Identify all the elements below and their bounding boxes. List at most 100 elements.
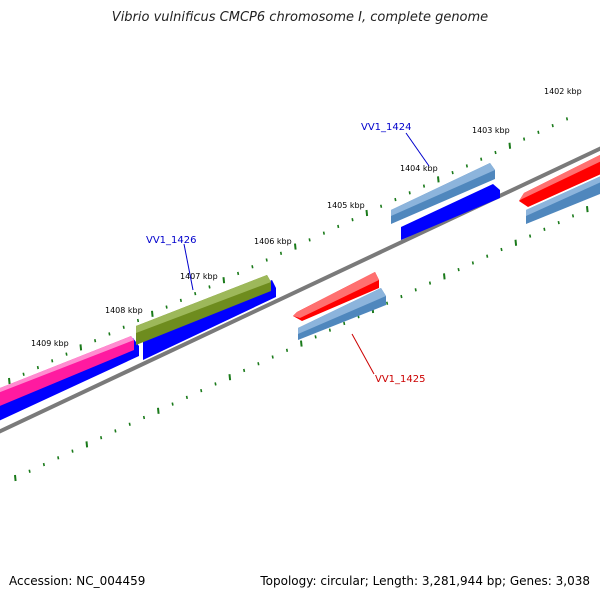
tick-mark: [565, 117, 569, 121]
tick-mark: [94, 339, 97, 343]
tick-mark: [108, 332, 111, 336]
tick-label: 1403 kbp: [472, 126, 510, 135]
tick-mark: [337, 224, 340, 229]
gene-label-vv1-1425[interactable]: VV1_1425: [375, 374, 426, 385]
gene-vv1-1426[interactable]: [136, 275, 271, 345]
tick-mark: [308, 238, 311, 242]
tick-mark: [228, 374, 232, 381]
tick-mark: [351, 218, 354, 222]
gene-red-center[interactable]: [293, 272, 379, 321]
tick-mark: [408, 191, 411, 195]
tick-mark: [529, 234, 532, 238]
callout-line-vv1-1424: [405, 132, 430, 167]
tick-mark: [251, 265, 254, 269]
tick-mark: [543, 227, 546, 231]
tick-mark: [294, 243, 297, 250]
tick-mark: [165, 305, 168, 309]
tick-mark: [314, 335, 317, 339]
gene-pink[interactable]: [0, 336, 134, 410]
tick-label: 1409 kbp: [31, 339, 69, 348]
tick-label: 1408 kbp: [105, 306, 143, 315]
tick-mark: [500, 247, 503, 252]
tick-mark: [508, 142, 512, 149]
accession-text: Accession: NC_004459: [9, 574, 146, 588]
tick-mark: [79, 344, 83, 351]
tick-label: 1406 kbp: [254, 237, 292, 246]
tick-mark: [328, 328, 331, 332]
tick-mark: [14, 474, 17, 482]
tick-mark: [57, 456, 60, 460]
tick-label: 1407 kbp: [180, 272, 218, 281]
callout-line-vv1-1426: [183, 243, 194, 291]
inner-tick-row: [14, 206, 589, 482]
tick-mark: [194, 291, 197, 296]
tick-mark: [22, 372, 25, 376]
tick-mark: [285, 348, 289, 352]
gene-vv1-1424[interactable]: [391, 163, 495, 224]
tick-mark: [300, 340, 303, 347]
gene-row-forward-blue: [0, 184, 500, 421]
tick-mark: [142, 415, 146, 420]
tick-mark: [386, 301, 389, 305]
gene-steel-right[interactable]: [526, 172, 600, 224]
tick-mark: [471, 261, 474, 265]
tick-mark: [537, 130, 540, 134]
tick-mark: [265, 258, 268, 262]
tick-mark: [443, 273, 446, 280]
tick-mark: [208, 285, 211, 289]
tick-mark: [36, 365, 39, 370]
tick-mark: [8, 377, 11, 385]
tick-mark: [494, 150, 497, 155]
tick-mark: [571, 214, 575, 218]
gene-label-vv1-1426[interactable]: VV1_1426: [146, 235, 197, 246]
tick-mark: [114, 429, 117, 433]
gene-label-vv1-1424[interactable]: VV1_1424: [361, 122, 412, 133]
gene-red-right[interactable]: [519, 150, 600, 207]
tick-label-group: 1402 kbp 1403 kbp 1404 kbp 1405 kbp 1406 kbp…: [31, 87, 582, 348]
tick-mark: [243, 368, 246, 373]
tick-mark: [557, 220, 560, 225]
tick-mark: [65, 352, 68, 356]
tick-mark: [157, 407, 160, 414]
tick-mark: [451, 170, 454, 175]
tick-mark: [523, 137, 526, 141]
tick-mark: [394, 197, 397, 202]
tick-mark: [85, 441, 89, 448]
tick-mark: [514, 239, 518, 246]
tick-mark: [551, 123, 554, 128]
tick-mark: [28, 469, 31, 473]
tick-mark: [586, 206, 589, 213]
tick-mark: [136, 318, 140, 323]
tick-mark: [457, 267, 460, 272]
tick-mark: [465, 164, 468, 168]
gene-block[interactable]: [401, 184, 500, 240]
tick-mark: [185, 395, 188, 400]
tick-label: 1405 kbp: [327, 201, 365, 210]
chromosome-backbone: [0, 146, 600, 434]
tick-mark: [42, 462, 45, 467]
gene-vv1-1425[interactable]: [298, 288, 386, 340]
tick-mark: [343, 321, 346, 326]
tick-mark: [214, 382, 217, 386]
tick-mark: [486, 254, 489, 258]
tick-mark: [400, 294, 403, 299]
tick-mark: [414, 288, 417, 292]
tick-mark: [171, 402, 174, 406]
tick-mark: [179, 298, 182, 303]
tick-mark: [237, 271, 240, 276]
tick-label: 1404 kbp: [400, 164, 438, 173]
tick-mark: [428, 281, 432, 285]
tick-mark: [151, 310, 154, 317]
tick-mark: [271, 355, 274, 359]
tick-mark: [365, 209, 369, 217]
map-title: Vibrio vulnificus CMCP6 chromosome I, co…: [111, 10, 489, 25]
tick-label: 1402 kbp: [544, 87, 582, 96]
tick-mark: [422, 184, 426, 188]
tick-mark: [122, 325, 125, 329]
callout-line-vv1-1425: [351, 333, 375, 375]
tick-mark: [257, 362, 260, 366]
tick-mark: [322, 231, 325, 235]
tick-mark: [480, 157, 483, 161]
tick-mark: [437, 176, 440, 183]
